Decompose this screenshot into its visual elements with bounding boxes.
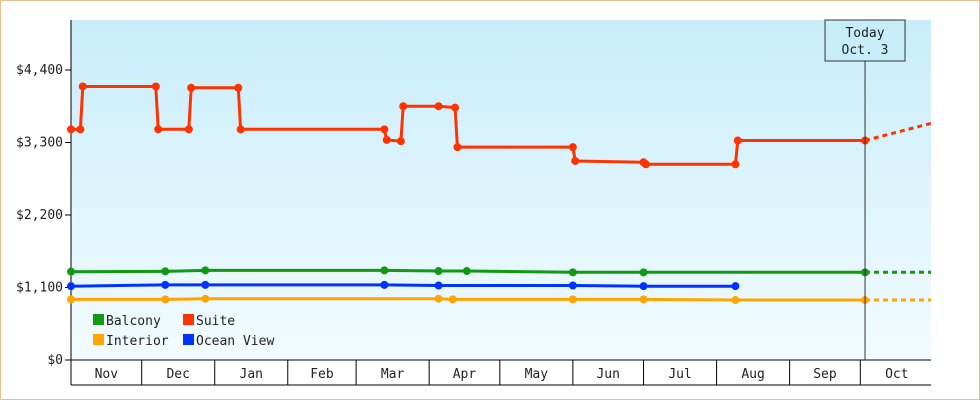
legend-swatch bbox=[93, 314, 104, 325]
data-point bbox=[201, 294, 210, 303]
data-point bbox=[434, 267, 443, 276]
today-label-line1: Today bbox=[845, 26, 884, 41]
x-tick-label: Apr bbox=[453, 367, 477, 382]
series-balcony bbox=[67, 266, 931, 277]
series-suite bbox=[67, 82, 932, 169]
data-point bbox=[234, 83, 243, 92]
data-point bbox=[571, 156, 580, 165]
data-point bbox=[380, 280, 389, 289]
data-point bbox=[568, 143, 577, 152]
data-point bbox=[236, 125, 245, 134]
data-point bbox=[380, 125, 389, 134]
data-point bbox=[154, 125, 163, 134]
today-label-box bbox=[824, 19, 906, 62]
data-point bbox=[396, 137, 405, 146]
x-tick-label: Jul bbox=[668, 367, 691, 382]
legend-label: Suite bbox=[196, 314, 235, 329]
legend-label: Balcony bbox=[106, 314, 161, 329]
plot-area bbox=[71, 20, 931, 360]
legend-swatch bbox=[183, 334, 194, 345]
legend-item-interior: Interior bbox=[93, 334, 169, 349]
x-tick-label: May bbox=[525, 367, 549, 382]
y-tick-label: $4,400 bbox=[16, 63, 63, 78]
x-tick-label: Oct bbox=[885, 367, 908, 382]
x-tick-label: Jun bbox=[596, 367, 619, 382]
data-point bbox=[78, 82, 87, 91]
data-point bbox=[201, 280, 210, 289]
data-point bbox=[451, 103, 460, 112]
data-point bbox=[161, 267, 170, 276]
legend-label: Interior bbox=[106, 334, 169, 349]
data-point bbox=[67, 267, 75, 276]
data-point bbox=[641, 160, 650, 169]
data-point bbox=[161, 295, 170, 304]
data-point bbox=[733, 136, 742, 145]
data-point bbox=[201, 266, 210, 275]
legend-label: Ocean View bbox=[196, 334, 274, 349]
data-point bbox=[76, 125, 85, 134]
y-tick-label: $1,100 bbox=[16, 281, 63, 296]
x-tick-label: Mar bbox=[381, 367, 405, 382]
x-tick-label: Nov bbox=[95, 367, 119, 382]
data-point bbox=[453, 143, 462, 152]
data-point bbox=[434, 102, 443, 111]
x-tick-label: Aug bbox=[741, 367, 764, 382]
series-line bbox=[71, 297, 865, 302]
data-point bbox=[399, 102, 408, 111]
legend-item-balcony: Balcony bbox=[93, 314, 161, 329]
y-tick-label: $3,300 bbox=[16, 136, 63, 151]
data-point bbox=[731, 296, 740, 305]
data-point bbox=[187, 83, 196, 92]
data-point bbox=[380, 266, 389, 275]
y-tick-label: $0 bbox=[47, 353, 63, 368]
data-point bbox=[67, 295, 75, 304]
data-point bbox=[448, 295, 457, 304]
series-projection-line bbox=[864, 121, 932, 142]
legend-item-suite: Suite bbox=[183, 314, 235, 329]
x-tick-label: Dec bbox=[166, 367, 189, 382]
data-point bbox=[434, 281, 443, 290]
data-point bbox=[568, 268, 577, 277]
data-point bbox=[67, 282, 75, 291]
data-point bbox=[568, 281, 577, 290]
data-point bbox=[639, 268, 648, 277]
legend-swatch bbox=[93, 334, 104, 345]
today-label-line2: Oct. 3 bbox=[842, 43, 889, 58]
series-interior bbox=[67, 294, 931, 305]
data-point bbox=[67, 125, 75, 134]
y-tick-label: $2,200 bbox=[16, 208, 63, 223]
x-tick-label: Sep bbox=[813, 367, 837, 382]
data-point bbox=[382, 135, 391, 144]
series-ocean-view bbox=[67, 280, 740, 291]
data-point bbox=[161, 280, 170, 289]
x-tick-label: Feb bbox=[310, 367, 334, 382]
series-line bbox=[70, 283, 736, 288]
data-point bbox=[731, 282, 740, 291]
x-tick-label: Jan bbox=[240, 367, 263, 382]
data-point bbox=[462, 267, 471, 276]
data-point bbox=[639, 295, 648, 304]
legend-item-ocean-view: Ocean View bbox=[183, 334, 274, 349]
data-point bbox=[151, 82, 160, 91]
data-point bbox=[731, 160, 740, 169]
data-point bbox=[568, 295, 577, 304]
data-point bbox=[639, 282, 648, 291]
legend-swatch bbox=[183, 314, 194, 325]
data-point bbox=[184, 125, 193, 134]
data-point bbox=[434, 294, 443, 303]
